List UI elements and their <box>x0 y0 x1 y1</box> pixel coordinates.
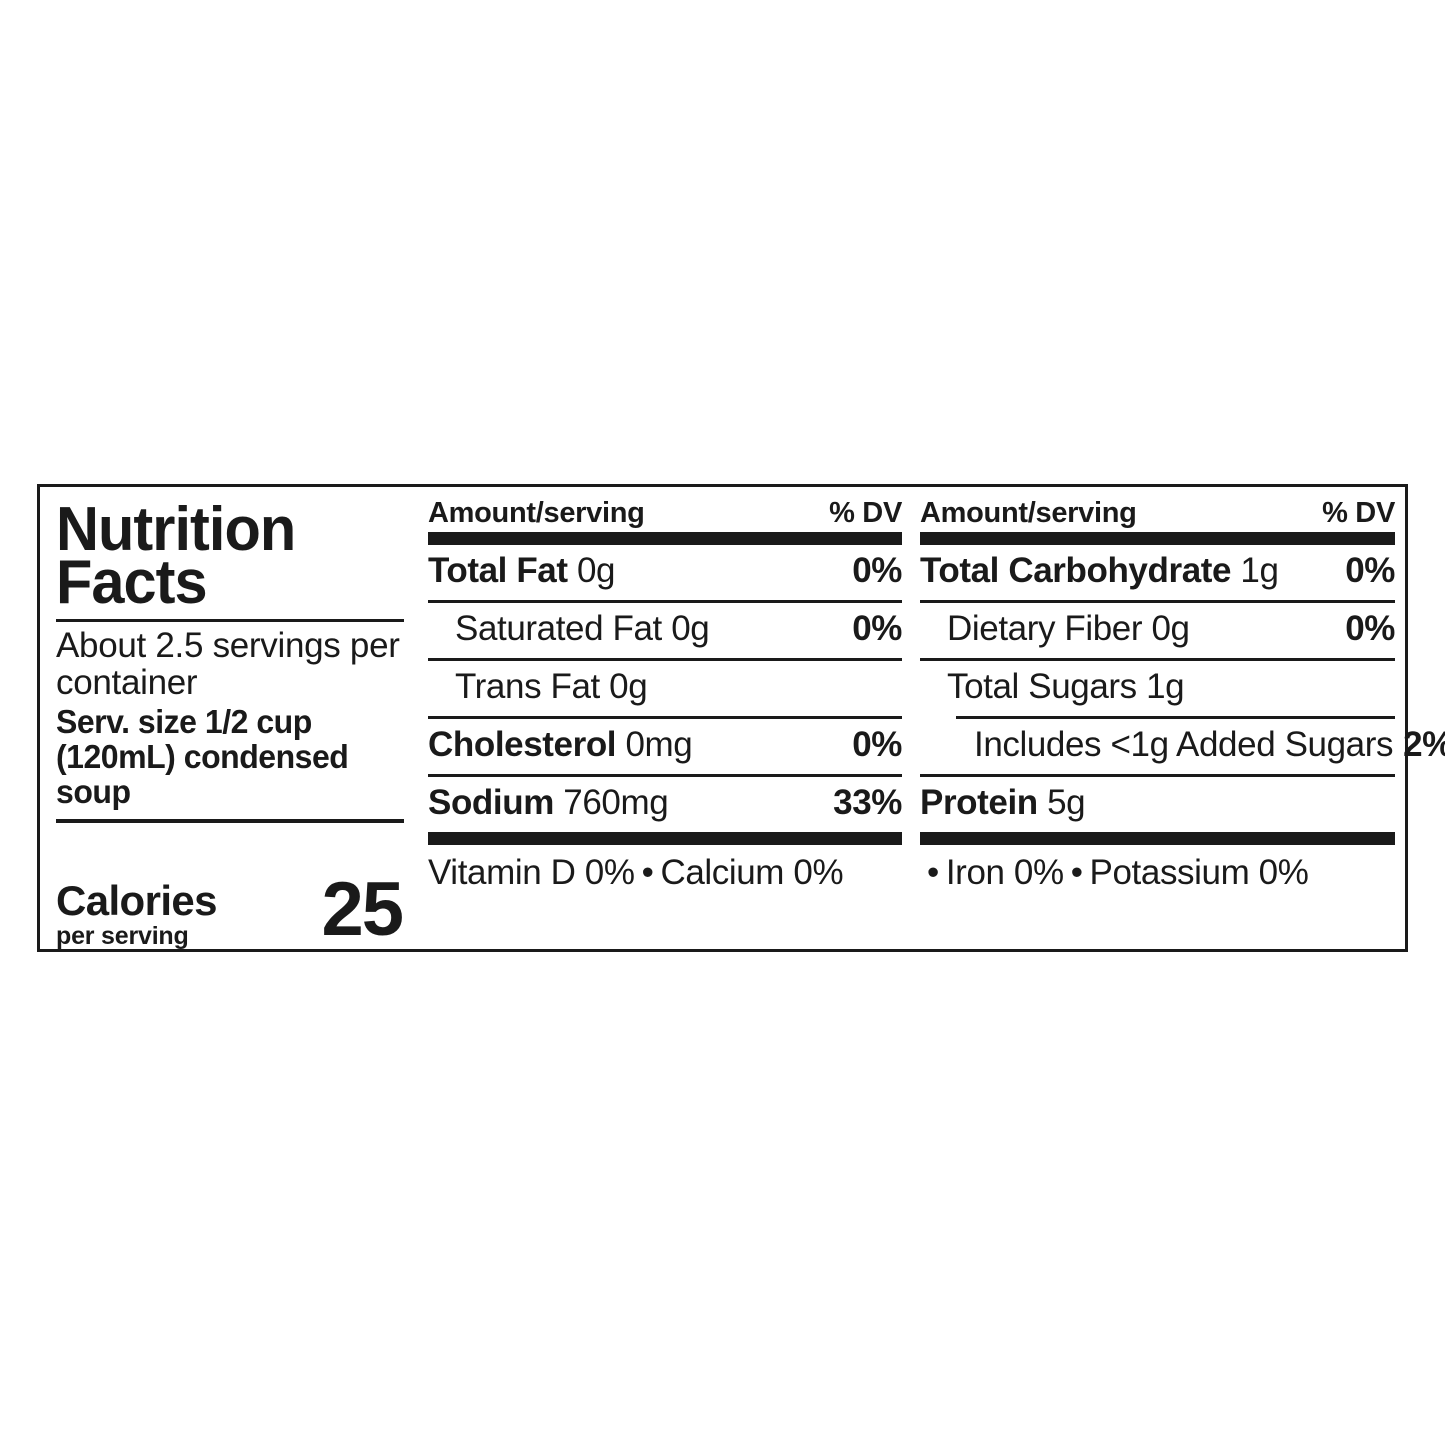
divider-total-sugars <box>956 716 1395 719</box>
spacer-left-col <box>428 893 902 949</box>
total-fat-label: Total Fat 0g <box>428 551 616 590</box>
added-sugars-dv: 2% <box>1403 725 1445 764</box>
amount-per-serving-header: Amount/serving <box>428 497 645 529</box>
added-sugars-label: Includes <1g Added Sugars <box>974 725 1394 764</box>
iron-value: Iron 0% <box>945 853 1064 892</box>
bullet-separator-lead-icon: • <box>927 853 939 892</box>
protein-label: Protein 5g <box>920 783 1086 822</box>
divider-total-fat <box>428 600 902 603</box>
serving-size: Serv. size 1/2 cup (120mL) condensed sou… <box>56 702 349 811</box>
dietary-fiber-dv: 0% <box>1345 609 1395 648</box>
total-carbohydrate-dv: 0% <box>1345 551 1395 590</box>
divider-under-title <box>56 618 404 622</box>
nutrient-column-left: Amount/serving % DV Total Fat 0g 0% Satu… <box>418 487 910 949</box>
spacer-right-col <box>920 893 1395 949</box>
page-title: Nutrition Facts <box>56 495 296 618</box>
dietary-fiber-label: Dietary Fiber 0g <box>947 609 1190 648</box>
calories-sublabel: per serving <box>56 921 189 950</box>
amount-per-serving-header-2: Amount/serving <box>920 497 1137 529</box>
divider-heavy-above-micronutrients-left <box>428 832 902 845</box>
divider-heavy-right-col <box>920 532 1395 545</box>
cholesterol-label: Cholesterol 0mg <box>428 725 693 764</box>
calcium-value: Calcium 0% <box>660 853 844 892</box>
saturated-fat-label: Saturated Fat 0g <box>455 609 710 648</box>
table-row-total-carbohydrate: Total Carbohydrate 1g 0% <box>920 545 1395 600</box>
nutrient-column-right: Amount/serving % DV Total Carbohydrate 1… <box>910 487 1445 949</box>
sodium-dv: 33% <box>833 783 902 822</box>
total-fat-dv: 0% <box>852 551 902 590</box>
potassium-value: Potassium 0% <box>1089 853 1309 892</box>
saturated-fat-dv: 0% <box>852 609 902 648</box>
column-header-right: Amount/serving % DV <box>920 497 1395 532</box>
cholesterol-dv: 0% <box>852 725 902 764</box>
divider-total-carbohydrate <box>920 600 1395 603</box>
column-header-left: Amount/serving % DV <box>428 497 902 532</box>
divider-heavy-above-micronutrients-right <box>920 832 1395 845</box>
table-row-total-fat: Total Fat 0g 0% <box>428 545 902 600</box>
calories-label-group: Calories per serving <box>56 876 218 950</box>
divider-added-sugars <box>920 774 1395 777</box>
divider-heavy-left-col <box>428 532 902 545</box>
table-row-added-sugars: Includes <1g Added Sugars 2% <box>920 719 1445 774</box>
divider-dietary-fiber <box>920 658 1395 661</box>
total-sugars-label: Total Sugars 1g <box>947 667 1185 706</box>
table-row-trans-fat: Trans Fat 0g <box>428 661 902 716</box>
bullet-separator-icon-2: • <box>1070 853 1083 892</box>
percent-dv-header-2: % DV <box>1322 497 1395 529</box>
micronutrients-right: • Iron 0% • Potassium 0% <box>920 845 1395 893</box>
table-row-sodium: Sodium 760mg 33% <box>428 777 902 832</box>
calories-row: Calories per serving 25 <box>56 825 404 949</box>
table-row-cholesterol: Cholesterol 0mg 0% <box>428 719 902 774</box>
calories-label: Calories <box>56 876 218 924</box>
servings-per-container: About 2.5 servings per container <box>56 625 400 702</box>
divider-above-calories <box>56 818 404 823</box>
table-row-total-sugars: Total Sugars 1g <box>920 661 1395 716</box>
trans-fat-label: Trans Fat 0g <box>455 667 648 706</box>
vitamin-d-value: Vitamin D 0% <box>428 853 635 892</box>
table-row-saturated-fat: Saturated Fat 0g 0% <box>428 603 902 658</box>
bullet-separator-icon: • <box>641 853 654 892</box>
total-carbohydrate-label: Total Carbohydrate 1g <box>920 551 1279 590</box>
micronutrients-left: Vitamin D 0% • Calcium 0% <box>428 845 902 893</box>
nutrition-facts-label: Nutrition Facts About 2.5 servings per c… <box>37 484 1445 952</box>
table-row-protein: Protein 5g <box>920 777 1395 832</box>
sodium-label: Sodium 760mg <box>428 783 669 822</box>
percent-dv-header: % DV <box>829 497 902 529</box>
divider-cholesterol <box>428 774 902 777</box>
nutrition-summary-panel: Nutrition Facts About 2.5 servings per c… <box>40 487 418 949</box>
divider-trans-fat <box>428 716 902 719</box>
table-row-dietary-fiber: Dietary Fiber 0g 0% <box>920 603 1395 658</box>
divider-saturated-fat <box>428 658 902 661</box>
calories-value: 25 <box>321 867 404 953</box>
